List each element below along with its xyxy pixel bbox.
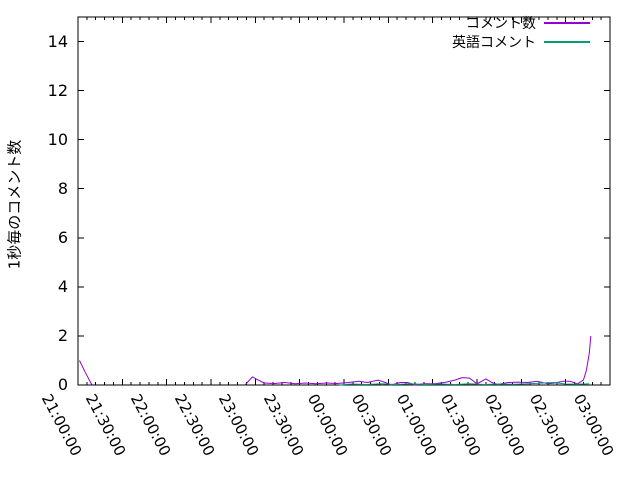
legend-line-english-comments-icon	[544, 40, 590, 43]
plot-border	[77, 16, 611, 386]
y-tick-label: 0	[57, 375, 68, 394]
series-line-1	[339, 382, 590, 386]
legend-row: コメント数	[416, 13, 590, 32]
y-tick-label: 4	[57, 276, 68, 296]
legend-line-comments-icon	[544, 21, 590, 24]
x-tick-label: 03:00:00	[570, 391, 640, 459]
legend-row: 英語コメント	[416, 32, 590, 51]
series-line-0	[244, 335, 592, 386]
legend: コメント数 英語コメント	[416, 13, 590, 51]
y-tick-label: 14	[47, 31, 68, 51]
y-tick-label: 8	[57, 178, 68, 198]
y-tick-label: 12	[47, 80, 68, 100]
legend-label-english-comments: 英語コメント	[452, 34, 536, 51]
y-tick-label: 2	[57, 325, 68, 345]
y-tick-label: 6	[57, 227, 68, 247]
y-tick-label: 10	[47, 129, 68, 149]
legend-label-comments: コメント数	[466, 15, 536, 32]
series-line-0	[79, 360, 94, 386]
